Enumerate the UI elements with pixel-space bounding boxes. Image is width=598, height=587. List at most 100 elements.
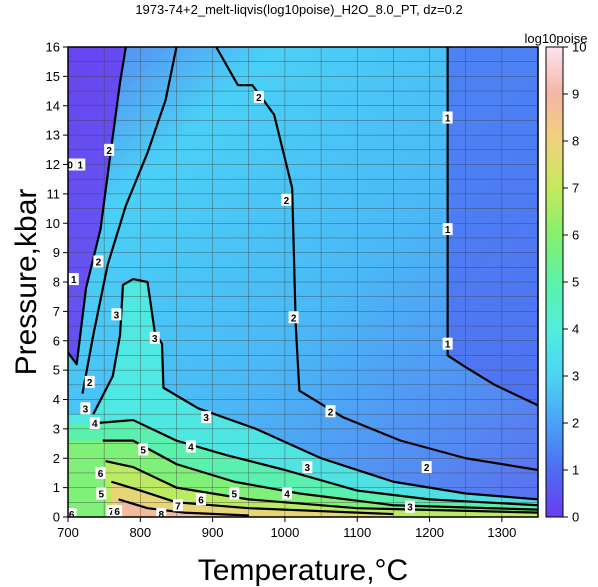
contour-label-text: 2 xyxy=(291,313,297,324)
contour-label-bg xyxy=(84,375,95,388)
field-fill-4 xyxy=(105,461,538,517)
contour-label-bg xyxy=(172,499,183,512)
x-tick-label: 1200 xyxy=(415,525,444,540)
contour-label-text: 2 xyxy=(256,93,262,104)
contour-line-4-5 xyxy=(96,418,538,507)
x-tick-label: 700 xyxy=(57,525,79,540)
chart-title: 1973-74+2_melt-liqvis(log10poise)_H2O_8.… xyxy=(135,2,462,17)
contour-label-10: 1 xyxy=(442,111,453,125)
y-tick-label: 8 xyxy=(53,275,60,290)
contour-label-bg xyxy=(80,402,91,415)
contour-label-text: 2 xyxy=(106,146,112,157)
colorbar-label: log10poise xyxy=(525,31,588,46)
contour-label-11: 1 xyxy=(442,223,453,236)
contour-label-text: 2 xyxy=(424,463,430,474)
field-fill-6 xyxy=(118,499,249,517)
contour-label-bg xyxy=(442,111,453,124)
y-tick-label: 3 xyxy=(53,421,60,436)
colorbar-tick-label: 2 xyxy=(572,416,579,431)
contour-label-16: 3 xyxy=(302,461,313,474)
contour-label-2: 1 xyxy=(68,273,79,286)
contour-label-4: 2 xyxy=(93,255,104,268)
contour-label-23: 6 xyxy=(196,493,207,506)
y-tick-label: 5 xyxy=(53,363,60,378)
contour-label-9: 2 xyxy=(288,311,299,324)
x-tick-label: 1000 xyxy=(270,525,299,540)
contour-label-32: 2 xyxy=(84,375,95,389)
x-tick-label: 1100 xyxy=(343,525,371,540)
contour-label-bg xyxy=(106,505,117,517)
colorbar-tick-label: 6 xyxy=(572,228,579,243)
y-tick-label: 6 xyxy=(53,333,60,348)
field-fill-0 xyxy=(68,47,126,365)
contour-label-bg xyxy=(196,493,207,506)
contour-label-17: 3 xyxy=(405,500,416,514)
contour-label-bg xyxy=(156,508,167,517)
contour-label-21: 5 xyxy=(229,487,240,501)
contour-label-bg xyxy=(405,500,416,513)
x-tick-label: 900 xyxy=(202,525,224,540)
contour-label-bg xyxy=(112,505,123,517)
contour-line-1-1 xyxy=(446,47,538,407)
contour-line-2-2 xyxy=(81,47,178,394)
contour-label-bg xyxy=(68,158,76,171)
contour-label-bg xyxy=(253,90,264,103)
field-fill-7 xyxy=(447,47,538,406)
colorbar-tick-label: 7 xyxy=(572,181,579,196)
colorbar xyxy=(545,46,564,518)
x-axis-ticks: 700 800 900 1000 1100 1200 1300 xyxy=(57,517,516,540)
contour-label-text: 7 xyxy=(109,507,115,518)
y-tick-label: 12 xyxy=(46,157,60,172)
contour-label-bg xyxy=(104,143,115,156)
y-tick-label: 0 xyxy=(53,510,60,525)
contour-label-text: 3 xyxy=(305,463,311,474)
x-axis-label: Temperature,°C xyxy=(198,554,408,587)
y-tick-label: 1 xyxy=(53,480,60,495)
y-tick-label: 2 xyxy=(53,451,60,466)
contour-label-text: 4 xyxy=(92,419,98,430)
contour-label-29: 5 xyxy=(96,487,107,501)
contour-label-bg xyxy=(96,487,107,500)
contour-label-bg xyxy=(68,508,77,517)
contour-label-bg xyxy=(93,255,104,268)
y-tick-label: 9 xyxy=(53,245,60,260)
contour-label-18: 4 xyxy=(185,440,196,454)
contour-label-15: 3 xyxy=(201,411,212,424)
contour-label-text: 1 xyxy=(78,161,84,172)
contour-label-bg xyxy=(281,193,292,206)
contour-label-text: 4 xyxy=(284,490,290,501)
colorbar-tick-label: 0 xyxy=(572,510,579,525)
contour-label-bg xyxy=(442,337,453,350)
contour-label-7: 2 xyxy=(253,90,264,104)
contour-label-bg xyxy=(282,487,293,500)
colorbar-tick-label: 4 xyxy=(572,322,579,337)
contour-label-0: 0 xyxy=(68,158,76,172)
contour-label-8: 2 xyxy=(281,193,292,207)
contour-label-text: 1 xyxy=(71,275,77,286)
contour-label-text: 3 xyxy=(407,503,413,514)
y-tick-label: 10 xyxy=(46,216,60,231)
y-axis-label: Pressure,kbar xyxy=(10,189,43,376)
contour-label-bg xyxy=(68,273,79,286)
contour-label-bg xyxy=(185,440,196,453)
contour-label-text: 4 xyxy=(188,443,194,454)
y-tick-label: 7 xyxy=(53,304,60,319)
contour-label-26: 6 xyxy=(112,505,123,517)
contour-line-5-6 xyxy=(102,439,538,511)
contour-label-30: 4 xyxy=(89,417,100,430)
contour-label-1: 1 xyxy=(75,158,86,172)
contour-label-text: 5 xyxy=(232,490,238,501)
colorbar-tick-label: 10 xyxy=(572,40,586,55)
contour-label-bg xyxy=(138,443,149,456)
contour-label-3: 2 xyxy=(104,143,115,157)
colorbar-tick-label: 8 xyxy=(572,134,579,149)
y-tick-label: 14 xyxy=(46,98,60,113)
contour-label-27: 8 xyxy=(156,508,167,517)
contour-label-text: 3 xyxy=(83,404,89,415)
contour-label-5: 3 xyxy=(111,308,122,321)
contour-label-bg xyxy=(149,331,160,344)
contour-label-bg xyxy=(89,417,100,429)
